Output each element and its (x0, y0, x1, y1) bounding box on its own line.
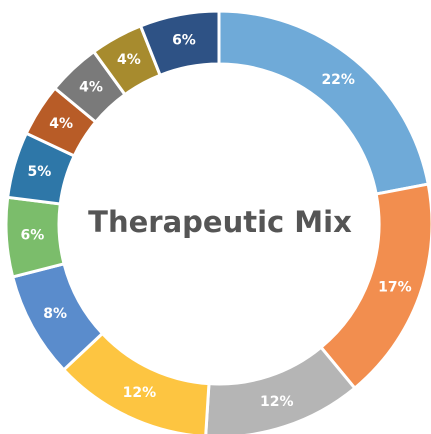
donut-segment (204, 345, 357, 434)
data-label: 22% (321, 72, 355, 88)
data-label: 8% (43, 306, 67, 322)
data-label: 4% (49, 116, 73, 132)
data-label: 4% (79, 80, 103, 96)
data-label: 4% (117, 52, 141, 68)
data-label: 6% (20, 228, 44, 244)
data-label: 6% (172, 32, 196, 48)
data-label: 5% (28, 164, 52, 180)
data-label: 12% (123, 385, 157, 401)
data-label: 17% (378, 279, 412, 295)
data-label: 12% (260, 394, 294, 410)
chart-title: Therapeutic Mix (88, 205, 352, 239)
donut-segment (217, 9, 430, 196)
donut-segment (138, 9, 221, 78)
